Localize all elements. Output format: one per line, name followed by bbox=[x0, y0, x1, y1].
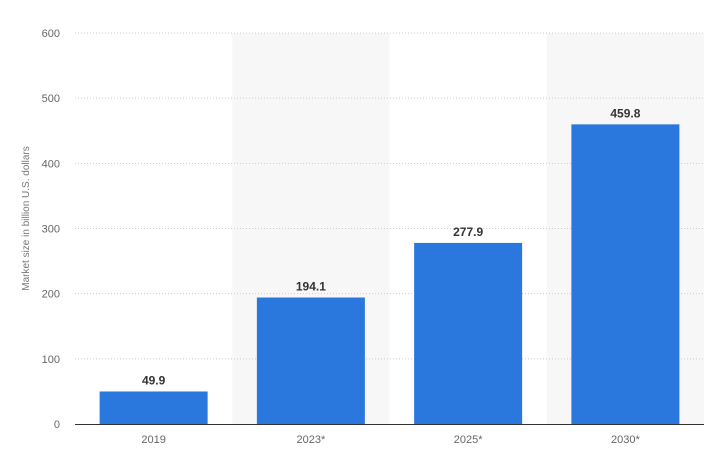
value-labels: 49.9 194.1 277.9 459.8 bbox=[142, 106, 641, 387]
y-tick-label-500: 500 bbox=[42, 93, 60, 105]
bar-2019[interactable] bbox=[99, 391, 208, 424]
x-tick-label-2030*: 2030* bbox=[611, 434, 640, 446]
y-tick-label-600: 600 bbox=[42, 28, 60, 40]
bar-2023*[interactable] bbox=[256, 297, 365, 424]
y-tick-label-300: 300 bbox=[42, 224, 60, 236]
y-tick-label-400: 400 bbox=[42, 158, 60, 170]
y-tick-label-100: 100 bbox=[42, 354, 60, 366]
y-tick-label-0: 0 bbox=[54, 419, 60, 431]
value-label-2023*: 194.1 bbox=[296, 280, 326, 294]
value-label-2025*: 277.9 bbox=[453, 225, 483, 239]
x-tick-label-2019: 2019 bbox=[141, 434, 165, 446]
bar-2030*[interactable] bbox=[571, 124, 680, 424]
bars bbox=[99, 124, 680, 424]
value-label-2030*: 459.8 bbox=[610, 106, 640, 120]
y-axis-ticks: 0 100 200 300 400 500 600 bbox=[42, 28, 60, 431]
bar-2025*[interactable] bbox=[414, 242, 523, 424]
x-axis-ticks: 2019 2023* 2025* 2030* bbox=[141, 434, 640, 446]
y-axis-title: Market size in billion U.S. dollars bbox=[21, 146, 32, 291]
y-tick-label-200: 200 bbox=[42, 289, 60, 301]
value-label-2019: 49.9 bbox=[142, 373, 166, 387]
x-tick-label-2025*: 2025* bbox=[454, 434, 483, 446]
x-tick-label-2023*: 2023* bbox=[296, 434, 325, 446]
